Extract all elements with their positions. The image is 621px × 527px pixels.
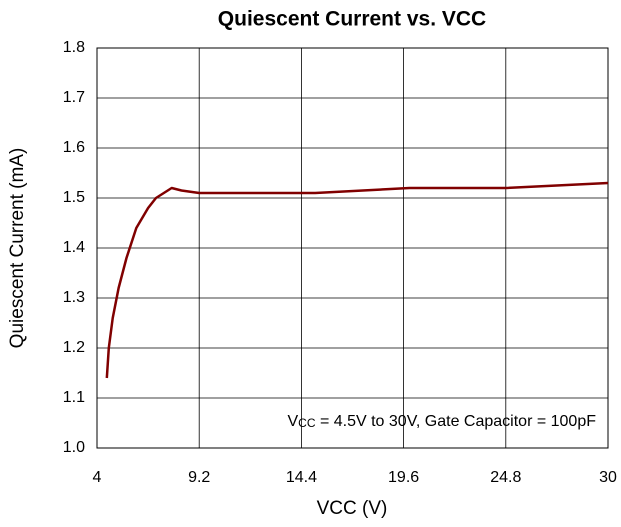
chart-title: Quiescent Current vs. VCC [218, 8, 486, 31]
plot-frame [96, 47, 609, 449]
annotation-prefix: V [288, 413, 299, 430]
y-tick-label: 1.5 [63, 189, 85, 206]
y-tick-label: 1.3 [63, 289, 85, 306]
y-tick-label: 1.8 [63, 39, 85, 56]
x-tick-label: 9.2 [188, 469, 210, 486]
y-tick-label: 1.0 [63, 439, 85, 456]
y-tick-label: 1.2 [63, 339, 85, 356]
annotation-subscript: CC [298, 416, 316, 430]
x-tick-label: 14.4 [286, 469, 317, 486]
y-tick-label: 1.4 [63, 239, 85, 256]
annotation: VCC = 4.5V to 30V, Gate Capacitor = 100p… [288, 413, 597, 430]
y-axis-label: Quiescent Current (mA) [7, 148, 28, 349]
annotation-text: = 4.5V to 30V, Gate Capacitor = 100pF [316, 413, 597, 430]
y-tick-label: 1.7 [63, 89, 85, 106]
x-axis-label: VCC (V) [317, 498, 388, 519]
data-line [105, 181, 609, 379]
x-tick-label: 24.8 [490, 469, 521, 486]
y-tick-label: 1.1 [63, 389, 85, 406]
x-tick-label: 30 [599, 469, 617, 486]
x-tick-label: 19.6 [388, 469, 419, 486]
x-tick-label: 4 [93, 469, 102, 486]
y-tick-label: 1.6 [63, 139, 85, 156]
